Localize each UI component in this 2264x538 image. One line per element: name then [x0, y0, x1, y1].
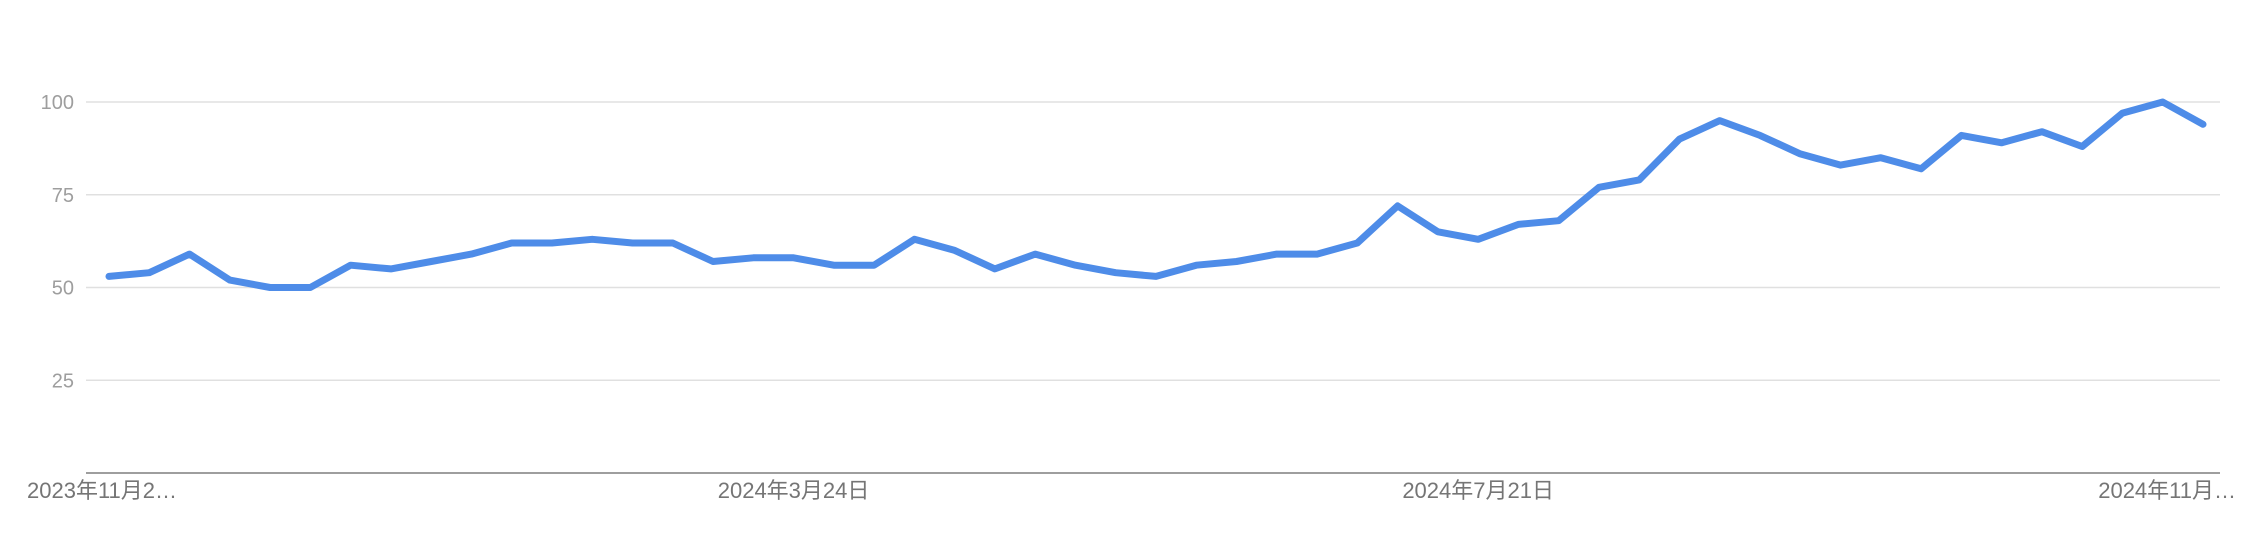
data-point-41[interactable] — [1757, 132, 1763, 138]
data-point-45[interactable] — [1918, 166, 1924, 172]
data-point-7[interactable] — [388, 266, 394, 272]
x-tick-label-0: 2023年11月2… — [27, 478, 177, 503]
data-point-52[interactable] — [2200, 121, 2206, 127]
data-point-30[interactable] — [1314, 251, 1320, 257]
data-point-19[interactable] — [871, 262, 877, 268]
data-point-44[interactable] — [1878, 155, 1884, 161]
data-point-43[interactable] — [1838, 162, 1844, 168]
data-point-17[interactable] — [791, 255, 797, 261]
data-point-13[interactable] — [630, 240, 636, 246]
data-point-0[interactable] — [106, 273, 112, 279]
data-point-14[interactable] — [670, 240, 676, 246]
data-point-4[interactable] — [267, 285, 273, 291]
y-tick-label-25: 25 — [52, 370, 74, 392]
data-point-3[interactable] — [227, 277, 233, 283]
data-point-21[interactable] — [952, 247, 958, 253]
data-point-34[interactable] — [1475, 236, 1481, 242]
data-point-38[interactable] — [1636, 177, 1642, 183]
data-point-15[interactable] — [710, 259, 716, 265]
data-point-32[interactable] — [1395, 203, 1401, 209]
data-point-39[interactable] — [1677, 136, 1683, 142]
x-tick-label-1: 2024年3月24日 — [718, 478, 870, 503]
data-point-23[interactable] — [1032, 251, 1038, 257]
data-point-2[interactable] — [187, 251, 193, 257]
x-tick-label-3: 2024年11月… — [2098, 478, 2236, 503]
data-point-47[interactable] — [1999, 140, 2005, 146]
data-point-6[interactable] — [348, 262, 354, 268]
data-point-35[interactable] — [1515, 221, 1521, 227]
y-axis: 25 50 75 100 — [41, 92, 74, 392]
data-point-50[interactable] — [2119, 110, 2125, 116]
data-point-18[interactable] — [831, 262, 837, 268]
data-point-11[interactable] — [549, 240, 555, 246]
gridlines — [86, 101, 2220, 381]
data-point-48[interactable] — [2039, 129, 2045, 135]
data-point-51[interactable] — [2160, 99, 2166, 105]
data-point-10[interactable] — [509, 240, 515, 246]
y-tick-label-75: 75 — [52, 185, 74, 207]
y-tick-label-100: 100 — [41, 92, 74, 114]
data-point-26[interactable] — [1153, 273, 1159, 279]
y-tick-label-50: 50 — [52, 278, 74, 300]
data-point-16[interactable] — [750, 255, 756, 261]
data-point-40[interactable] — [1717, 118, 1723, 124]
series-layer — [105, 98, 2207, 291]
x-tick-label-2: 2024年7月21日 — [1402, 478, 1554, 503]
data-point-24[interactable] — [1072, 262, 1078, 268]
x-axis: 2023年11月2… 2024年3月24日 2024年7月21日 2024年11月… — [27, 472, 2236, 503]
data-point-37[interactable] — [1596, 184, 1602, 190]
data-point-1[interactable] — [146, 270, 152, 276]
data-point-20[interactable] — [911, 236, 917, 242]
data-point-49[interactable] — [2079, 144, 2085, 150]
data-point-9[interactable] — [468, 251, 474, 257]
data-point-36[interactable] — [1556, 218, 1562, 224]
data-point-27[interactable] — [1193, 262, 1199, 268]
data-point-25[interactable] — [1113, 270, 1119, 276]
data-point-33[interactable] — [1435, 229, 1441, 235]
data-point-12[interactable] — [589, 236, 595, 242]
series-line — [105, 98, 2207, 291]
data-point-46[interactable] — [1958, 132, 1964, 138]
data-point-31[interactable] — [1354, 240, 1360, 246]
data-point-22[interactable] — [992, 266, 998, 272]
data-point-5[interactable] — [307, 285, 313, 291]
data-point-42[interactable] — [1797, 151, 1803, 157]
data-point-8[interactable] — [428, 259, 434, 265]
data-point-28[interactable] — [1234, 259, 1240, 265]
data-point-29[interactable] — [1274, 251, 1280, 257]
